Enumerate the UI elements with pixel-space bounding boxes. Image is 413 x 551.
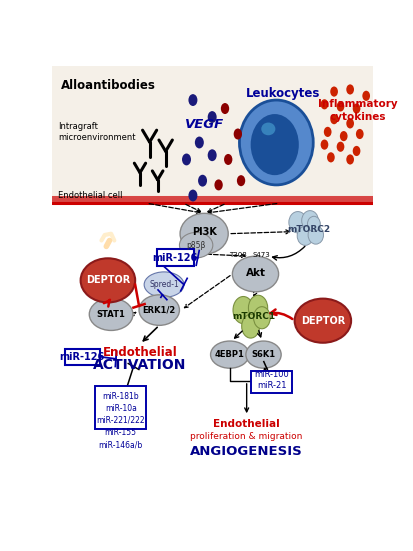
Text: Akt: Akt	[245, 268, 265, 278]
Ellipse shape	[297, 226, 313, 245]
Text: DEPTOR: DEPTOR	[85, 276, 130, 285]
Text: Endothelial: Endothelial	[213, 419, 279, 429]
Circle shape	[236, 175, 244, 186]
Circle shape	[326, 152, 334, 163]
Circle shape	[361, 91, 369, 101]
Circle shape	[197, 175, 206, 187]
Text: mTORC2: mTORC2	[286, 225, 329, 234]
Text: Inflammatory
cytokines: Inflammatory cytokines	[318, 100, 397, 122]
Circle shape	[220, 103, 229, 114]
Text: S6K1: S6K1	[251, 350, 275, 359]
FancyBboxPatch shape	[52, 66, 372, 203]
Ellipse shape	[241, 314, 259, 338]
Text: VEGF: VEGF	[184, 118, 223, 131]
Ellipse shape	[210, 341, 249, 368]
Circle shape	[336, 101, 344, 111]
Text: Alloantibodies: Alloantibodies	[61, 79, 156, 92]
Ellipse shape	[89, 298, 133, 331]
Text: proliferation & migration: proliferation & migration	[190, 432, 302, 441]
Ellipse shape	[180, 213, 228, 254]
Text: Leukocytes: Leukocytes	[245, 87, 319, 100]
Text: Intragraft
microenvironment: Intragraft microenvironment	[58, 122, 135, 142]
Circle shape	[223, 154, 232, 165]
Ellipse shape	[294, 299, 350, 343]
Circle shape	[182, 154, 190, 165]
Text: 4EBP1: 4EBP1	[214, 350, 244, 359]
FancyBboxPatch shape	[251, 371, 291, 393]
Circle shape	[188, 190, 197, 202]
Ellipse shape	[250, 114, 298, 175]
Circle shape	[345, 84, 353, 95]
Text: miR-181b
miR-10a
miR-221/222
miR-155
miR-146a/b: miR-181b miR-10a miR-221/222 miR-155 miR…	[96, 392, 145, 449]
Circle shape	[355, 129, 363, 139]
Text: miR-100
miR-21: miR-100 miR-21	[254, 370, 288, 391]
Text: Endothelial cell: Endothelial cell	[58, 191, 122, 199]
Circle shape	[330, 114, 337, 124]
Text: STAT1: STAT1	[97, 310, 125, 319]
Circle shape	[195, 137, 203, 148]
FancyBboxPatch shape	[157, 250, 193, 266]
Ellipse shape	[144, 272, 183, 298]
Circle shape	[214, 180, 222, 191]
Text: miR-126: miR-126	[59, 352, 104, 362]
Text: ACTIVATION: ACTIVATION	[93, 358, 186, 372]
Ellipse shape	[139, 295, 179, 325]
Text: PI3K: PI3K	[191, 226, 216, 236]
Ellipse shape	[301, 210, 318, 230]
Ellipse shape	[307, 217, 320, 231]
Circle shape	[320, 139, 328, 150]
Text: p85β: p85β	[186, 241, 205, 250]
Circle shape	[188, 94, 197, 106]
Text: mTORC1: mTORC1	[232, 312, 275, 321]
Text: miR-126: miR-126	[152, 253, 197, 263]
Ellipse shape	[288, 212, 306, 233]
Ellipse shape	[232, 256, 278, 292]
Ellipse shape	[307, 226, 323, 244]
Circle shape	[330, 87, 337, 96]
Circle shape	[339, 131, 347, 141]
Circle shape	[336, 142, 344, 152]
Ellipse shape	[81, 258, 135, 302]
Ellipse shape	[233, 296, 253, 323]
Ellipse shape	[248, 295, 267, 321]
Circle shape	[323, 127, 331, 137]
Text: DEPTOR: DEPTOR	[300, 316, 344, 326]
Ellipse shape	[253, 307, 270, 329]
Circle shape	[345, 118, 353, 128]
Circle shape	[207, 111, 216, 123]
Ellipse shape	[261, 122, 275, 136]
Text: Endothelial: Endothelial	[102, 346, 177, 359]
FancyBboxPatch shape	[95, 386, 146, 429]
Circle shape	[345, 154, 353, 165]
Circle shape	[320, 99, 328, 110]
Text: S473: S473	[252, 252, 270, 258]
Circle shape	[207, 149, 216, 161]
Ellipse shape	[179, 233, 212, 258]
Text: ANGIOGENESIS: ANGIOGENESIS	[190, 445, 302, 458]
Text: ERK1/2: ERK1/2	[142, 306, 176, 315]
Text: Spred-1: Spred-1	[149, 280, 178, 289]
Ellipse shape	[239, 100, 313, 185]
Ellipse shape	[245, 341, 280, 368]
Circle shape	[352, 104, 360, 114]
Circle shape	[233, 128, 242, 139]
Circle shape	[352, 146, 360, 156]
Text: T308: T308	[228, 252, 246, 258]
FancyBboxPatch shape	[64, 349, 100, 365]
